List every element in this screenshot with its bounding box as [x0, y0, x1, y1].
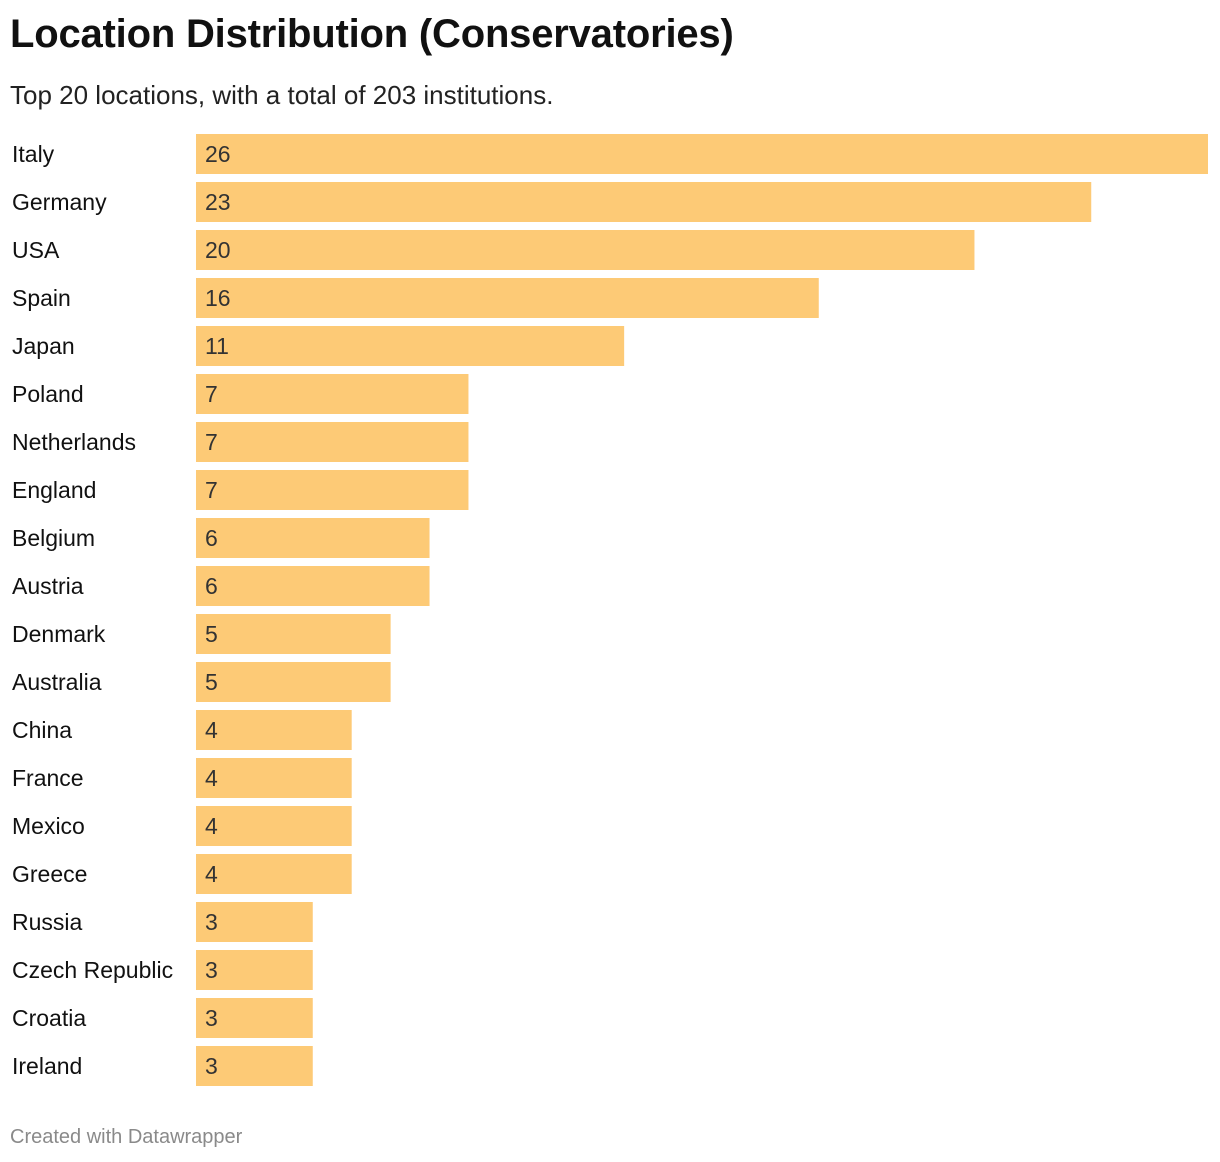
- bar-chart: Italy 26 Germany 23 USA 20 Spain 16 Japan 11 Polan…: [12, 134, 1208, 1086]
- bar[interactable]: [196, 374, 469, 414]
- bar[interactable]: [196, 854, 352, 894]
- category-label: Germany: [12, 189, 107, 215]
- value-label: 5: [205, 669, 218, 695]
- value-label: 11: [205, 333, 229, 359]
- value-label: 26: [205, 141, 231, 167]
- bar[interactable]: [196, 950, 313, 990]
- category-label: Japan: [12, 333, 75, 359]
- value-label: 16: [205, 285, 231, 311]
- value-label: 5: [205, 621, 218, 647]
- value-label: 7: [205, 381, 218, 407]
- value-label: 4: [205, 813, 218, 839]
- category-label: France: [12, 765, 84, 791]
- datawrapper-credit[interactable]: Created with Datawrapper: [10, 1126, 243, 1148]
- category-label: Czech Republic: [12, 957, 173, 983]
- bar[interactable]: [196, 422, 469, 462]
- chart-title: Location Distribution (Conservatories): [10, 12, 734, 56]
- value-label: 3: [205, 909, 218, 935]
- bar[interactable]: [196, 566, 430, 606]
- category-label: Ireland: [12, 1053, 82, 1079]
- value-label: 3: [205, 1005, 218, 1031]
- value-label: 7: [205, 477, 218, 503]
- bar[interactable]: [196, 326, 625, 366]
- value-label: 4: [205, 765, 218, 791]
- value-label: 6: [205, 573, 218, 599]
- value-label: 20: [205, 237, 231, 263]
- bar[interactable]: [196, 182, 1092, 222]
- bar[interactable]: [196, 614, 391, 654]
- value-label: 7: [205, 429, 218, 455]
- category-label: Australia: [12, 669, 102, 695]
- bar[interactable]: [196, 662, 391, 702]
- bar[interactable]: [196, 998, 313, 1038]
- value-label: 23: [205, 189, 231, 215]
- category-label: Austria: [12, 573, 84, 599]
- bar[interactable]: [196, 902, 313, 942]
- bar[interactable]: [196, 278, 819, 318]
- bar[interactable]: [196, 518, 430, 558]
- value-label: 3: [205, 1053, 218, 1079]
- bar[interactable]: [196, 710, 352, 750]
- category-label: Denmark: [12, 621, 106, 647]
- bar[interactable]: [196, 134, 1208, 174]
- category-label: England: [12, 477, 96, 503]
- value-label: 6: [205, 525, 218, 551]
- category-label: Netherlands: [12, 429, 136, 455]
- bar[interactable]: [196, 470, 469, 510]
- bar[interactable]: [196, 1046, 313, 1086]
- category-label: China: [12, 717, 72, 743]
- value-label: 4: [205, 861, 218, 887]
- category-label: Italy: [12, 141, 55, 167]
- value-label: 3: [205, 957, 218, 983]
- bar[interactable]: [196, 758, 352, 798]
- bar[interactable]: [196, 806, 352, 846]
- category-label: Greece: [12, 861, 87, 887]
- category-label: Belgium: [12, 525, 95, 551]
- category-label: Russia: [12, 909, 83, 935]
- category-label: Poland: [12, 381, 84, 407]
- category-label: USA: [12, 237, 60, 263]
- category-label: Croatia: [12, 1005, 86, 1031]
- category-label: Spain: [12, 285, 71, 311]
- bar[interactable]: [196, 230, 975, 270]
- category-label: Mexico: [12, 813, 85, 839]
- value-label: 4: [205, 717, 218, 743]
- chart-subtitle: Top 20 locations, with a total of 203 in…: [10, 80, 554, 110]
